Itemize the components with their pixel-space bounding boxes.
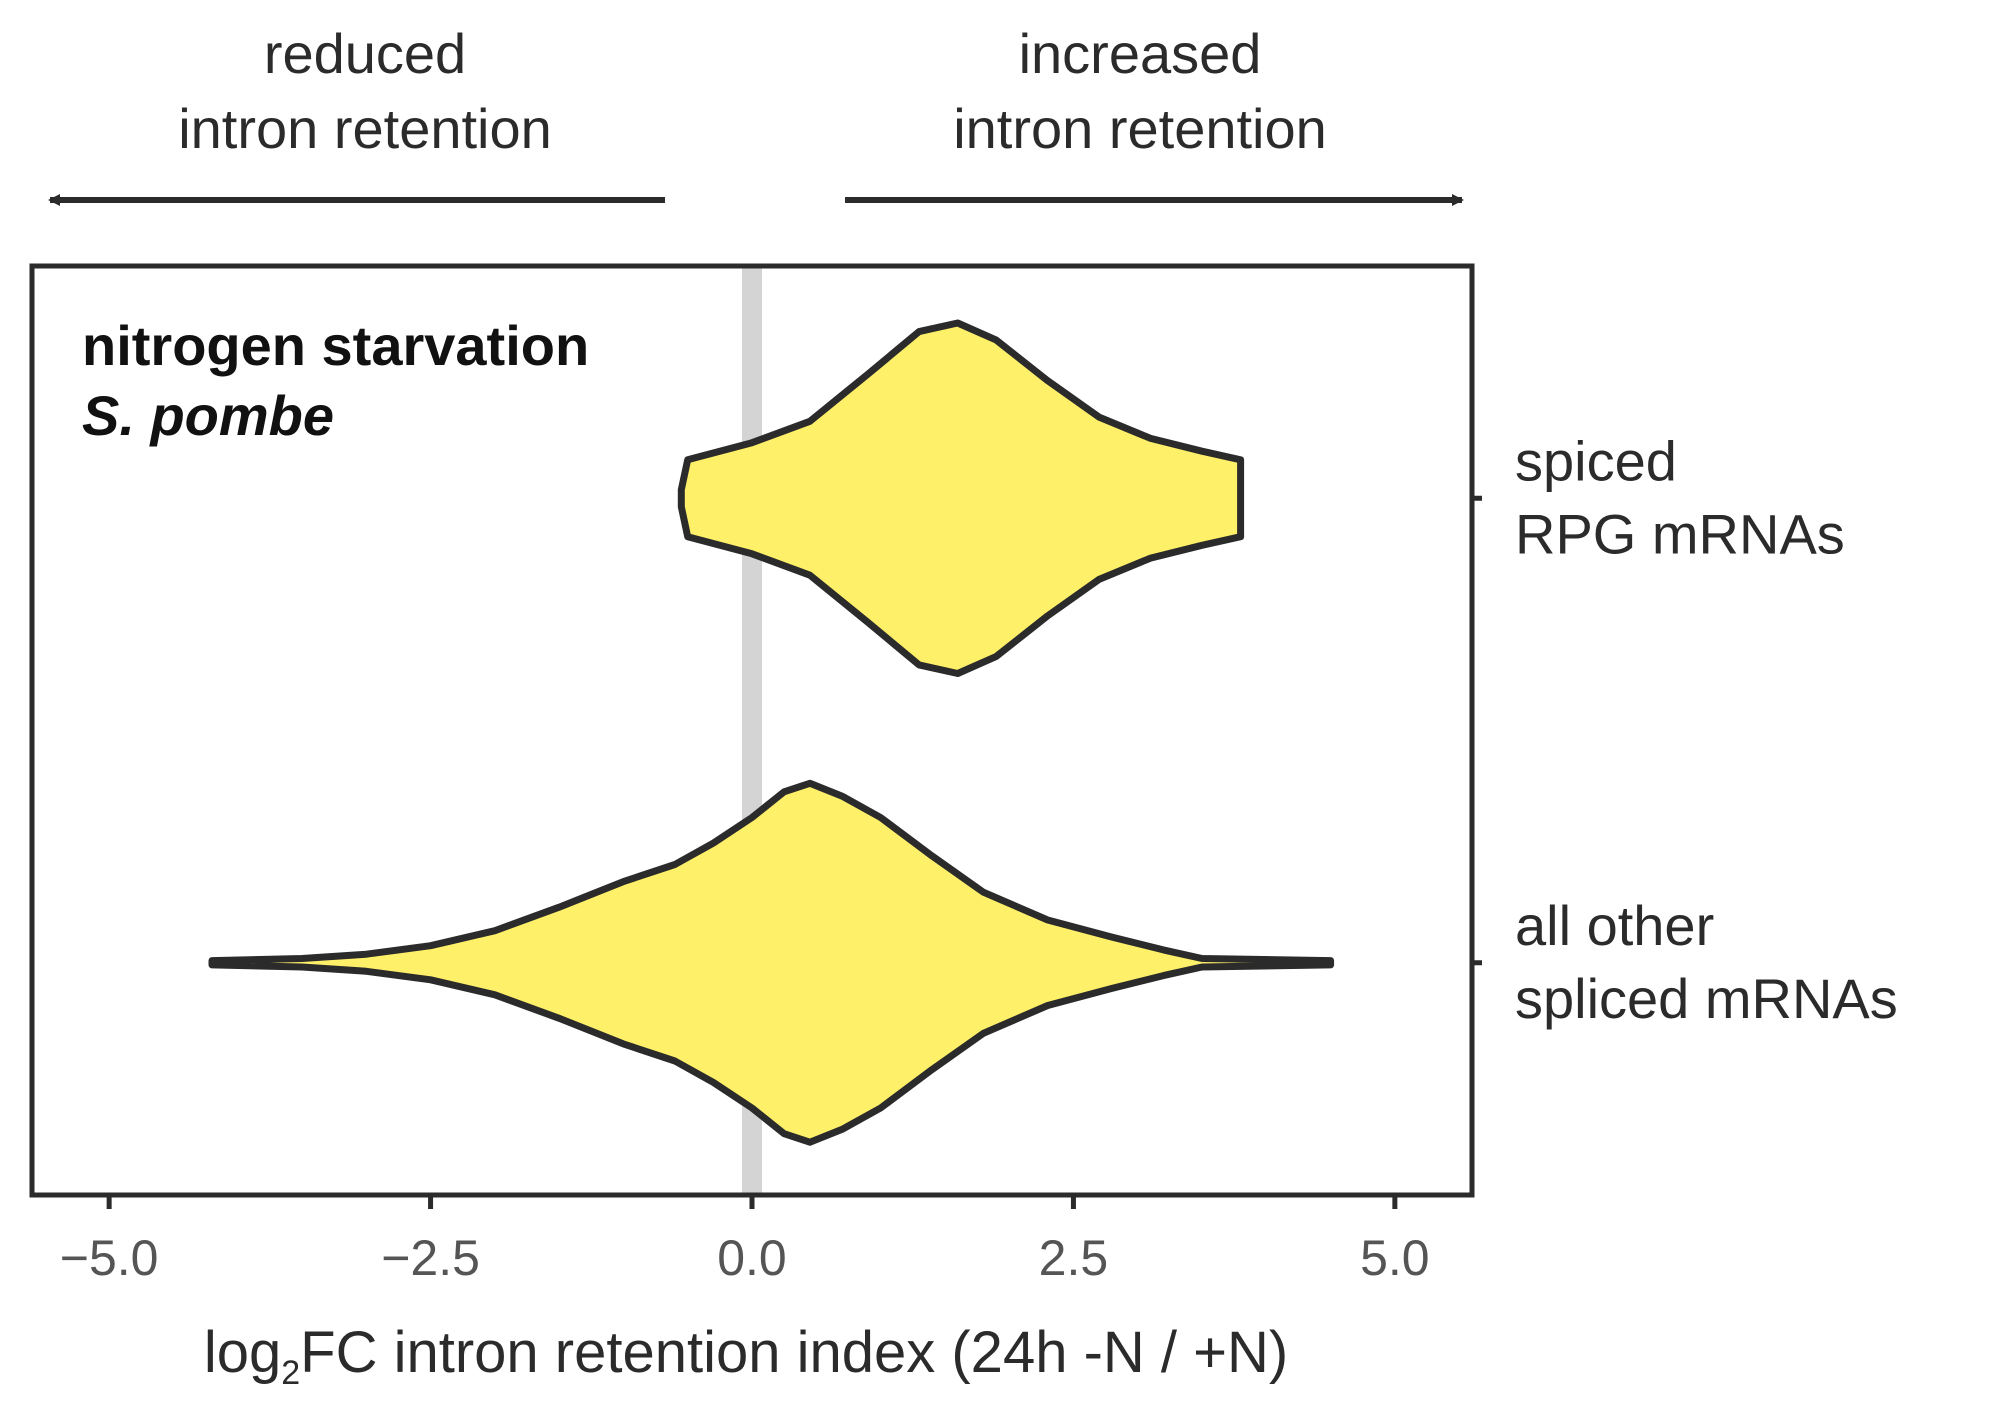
category-label-line2: RPG mRNAs <box>1515 502 1845 565</box>
annotation-reduced-intron-retention: intron retention <box>178 97 552 160</box>
category-label-line2: spliced mRNAs <box>1515 967 1898 1030</box>
x-tick-label: 2.5 <box>1039 1230 1109 1286</box>
annotation-increased: increased <box>1019 22 1262 85</box>
x-axis-label-subscript: 2 <box>281 1354 300 1392</box>
annotation-reduced: reduced <box>264 22 466 85</box>
chart-title: nitrogen starvation <box>82 314 589 377</box>
annotation-increased-intron-retention: intron retention <box>953 97 1327 160</box>
x-tick-label: 0.0 <box>717 1230 787 1286</box>
x-tick-label: −5.0 <box>60 1230 159 1286</box>
category-label-line1: spiced <box>1515 429 1677 492</box>
x-axis-label-suffix: FC intron retention index (24h -N / +N) <box>300 1320 1288 1385</box>
violin-spliced-rpg-mrnas <box>677 319 1245 677</box>
violin-all-other-spliced-mrnas <box>208 779 1335 1146</box>
x-axis-ticks: −5.0 −2.5 0.0 2.5 5.0 <box>60 1195 1430 1286</box>
chart-subtitle: S. pombe <box>82 384 334 447</box>
category-label-line1: all other <box>1515 894 1714 957</box>
x-axis-label: log2FC intron retention index (24h -N / … <box>204 1320 1288 1392</box>
x-axis-label-prefix: log <box>204 1320 281 1385</box>
x-tick-label: −2.5 <box>381 1230 480 1286</box>
x-tick-label: 5.0 <box>1360 1230 1430 1286</box>
